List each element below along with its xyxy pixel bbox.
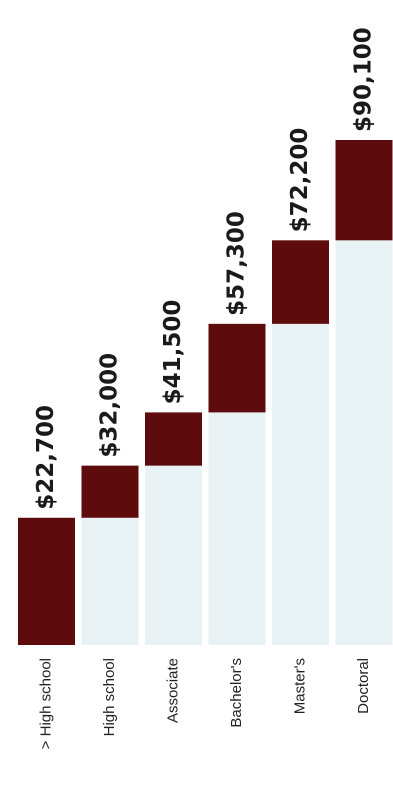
value-label-4: $72,200 (287, 128, 313, 233)
bar-increment-3 (208, 323, 266, 413)
category-label-3: Bachelor's (228, 658, 245, 728)
category-label-4: Master's (291, 658, 308, 714)
value-label-1: $32,000 (97, 353, 123, 458)
bar-base-5 (335, 240, 393, 646)
bar-base-3 (208, 412, 266, 645)
category-label-0: > High school (37, 658, 54, 749)
value-label-0: $22,700 (33, 405, 59, 510)
category-label-5: Doctoral (355, 658, 372, 714)
bar-increment-4 (272, 240, 329, 324)
bar-increment-1 (81, 465, 139, 518)
bar-base-4 (272, 323, 329, 645)
bar-base-1 (81, 517, 139, 645)
value-label-3: $57,300 (224, 211, 250, 316)
bar-increment-5 (335, 140, 393, 241)
category-label-1: High school (101, 658, 118, 736)
value-label-2: $41,500 (160, 300, 186, 405)
bar-increment-2 (145, 412, 202, 466)
bar-increment-0 (18, 517, 75, 645)
bar-base-2 (145, 465, 202, 645)
value-label-5: $90,100 (351, 27, 377, 132)
category-label-2: Associate (164, 658, 181, 723)
